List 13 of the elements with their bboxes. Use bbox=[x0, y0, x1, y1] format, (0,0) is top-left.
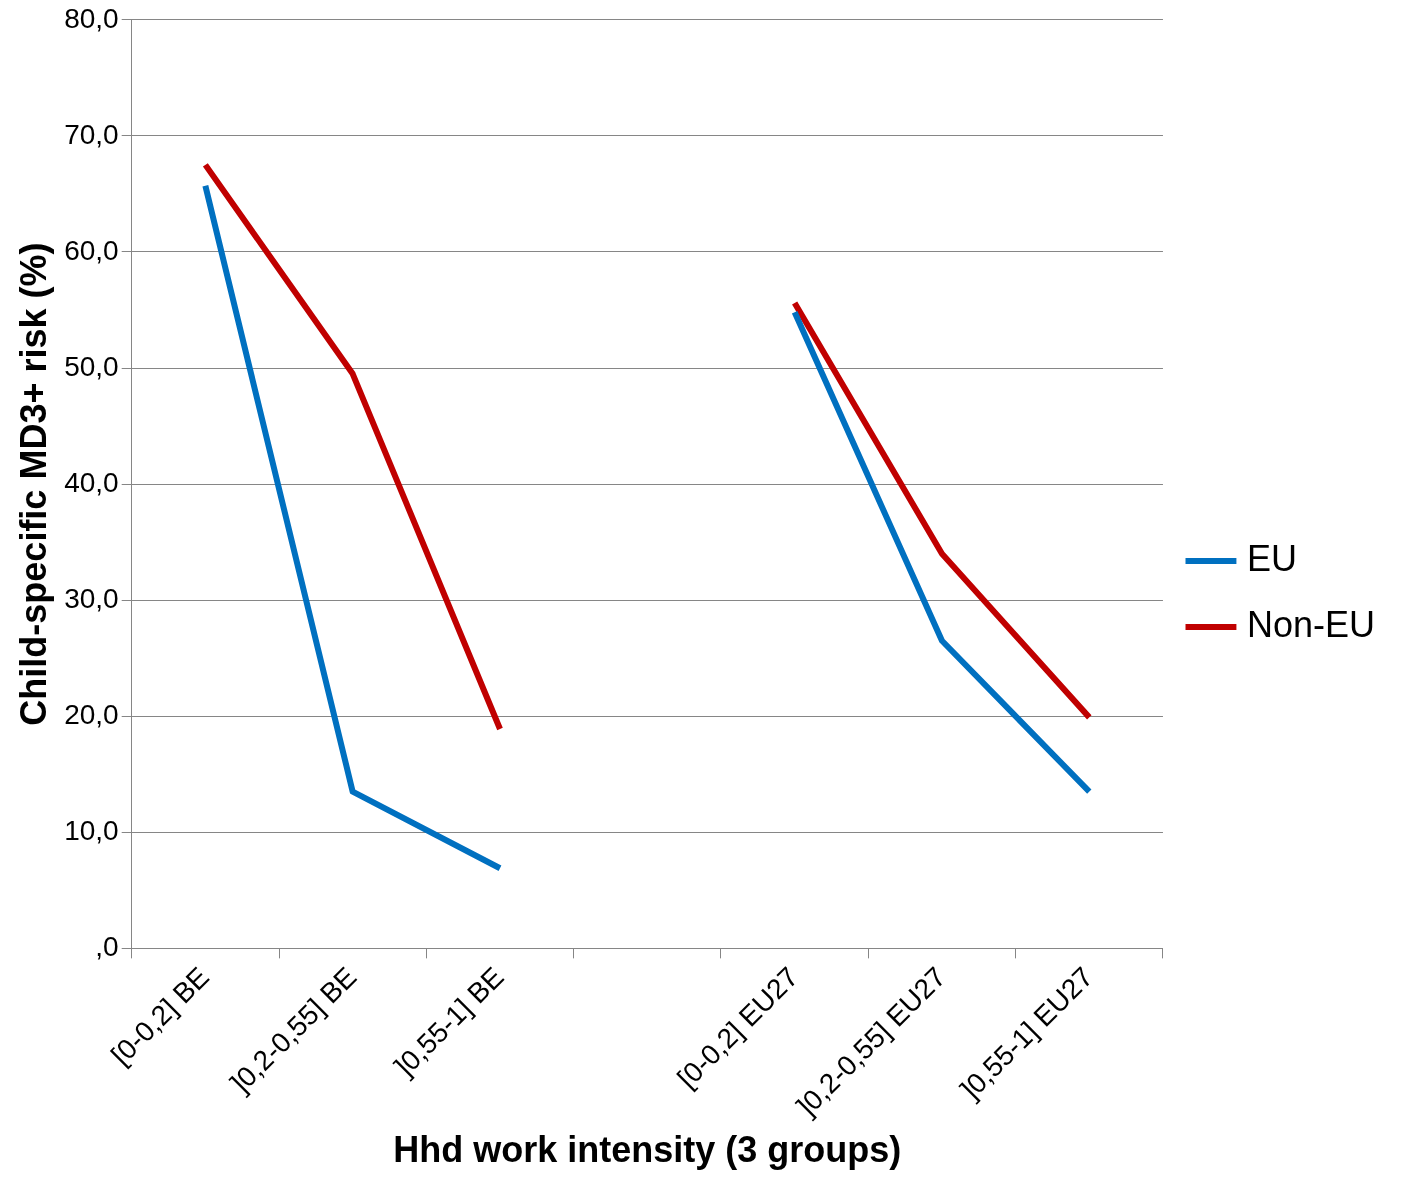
y-tick-label: 40,0 bbox=[64, 466, 119, 498]
y-tick-label: 50,0 bbox=[64, 350, 119, 382]
legend-label: EU bbox=[1246, 537, 1297, 579]
x-axis-title: Hhd work intensity (3 groups) bbox=[393, 1129, 902, 1171]
y-tick-label: ,0 bbox=[95, 931, 119, 963]
legend-label: Non-EU bbox=[1246, 603, 1376, 645]
y-tick-label: 30,0 bbox=[64, 582, 119, 614]
y-axis-title: Child-specific MD3+ risk (%) bbox=[12, 242, 54, 726]
y-tick-label: 80,0 bbox=[64, 2, 119, 34]
y-tick-label: 70,0 bbox=[64, 118, 119, 150]
y-tick-label: 60,0 bbox=[64, 234, 119, 266]
y-tick-label: 20,0 bbox=[64, 698, 119, 730]
y-tick-label: 10,0 bbox=[64, 815, 119, 847]
